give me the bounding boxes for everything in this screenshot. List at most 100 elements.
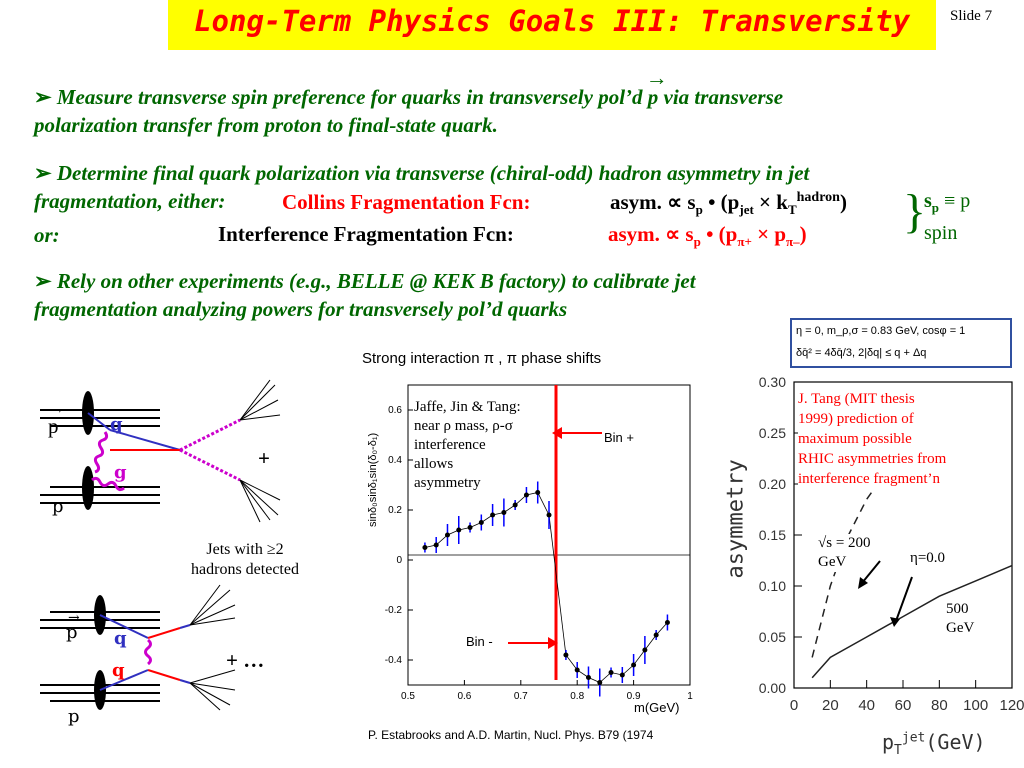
- feynman-diagrams: [40, 379, 281, 711]
- data-point: [478, 520, 484, 525]
- data-point: [619, 672, 625, 678]
- diagram-label-g1: g: [114, 462, 127, 483]
- diagram-label-q4: q: [112, 660, 125, 681]
- data-point: [563, 652, 569, 658]
- middle-plot-ylabel-box: sinδ₀sinδ₁sin(δ₀-δ₁): [364, 400, 382, 530]
- y-tick-label: 0.4: [388, 455, 402, 466]
- y-tick-label: 0.2: [388, 505, 402, 516]
- collins-label: Collins Fragmentation Fcn:: [282, 190, 531, 214]
- data-point: [490, 512, 496, 518]
- data-point: [523, 492, 529, 498]
- right-plot-ylabel: asymmetry: [723, 459, 749, 579]
- x-tick-label: 60: [895, 697, 912, 714]
- gev500-label: 500 GeV: [946, 601, 975, 636]
- sqrt-s-label: √s = 200 GeV: [818, 534, 871, 572]
- data-point: [512, 502, 518, 508]
- bullet-arrow-icon: ➢: [34, 269, 52, 293]
- formula-line-1: η = 0, m_ρ,σ = 0.83 GeV, cosφ = 1: [796, 325, 966, 337]
- tang-note: J. Tang (MIT thesis 1999) prediction of …: [798, 389, 1000, 489]
- diagram-1: [40, 379, 281, 523]
- x-tick-label: 0.7: [514, 691, 528, 702]
- bin-minus-arrow: [508, 642, 550, 644]
- bullet-arrow-icon: ➢: [34, 161, 52, 185]
- x-tick-label: 0: [790, 697, 798, 714]
- data-point: [422, 545, 428, 550]
- diagram-label-p3: p →: [66, 610, 80, 643]
- data-curve: [424, 492, 668, 683]
- diagram-label-q3: q: [114, 628, 127, 649]
- bullet-2-line-2: fragmentation, either:: [34, 189, 226, 213]
- series-500gev-line: [811, 564, 1013, 679]
- jets-caption: Jets with ≥2 hadrons detected: [191, 541, 299, 578]
- data-point: [597, 680, 603, 685]
- bin-plus-label: Bin +: [604, 430, 634, 445]
- x-tick-label: 40: [858, 697, 875, 714]
- data-point: [642, 647, 648, 653]
- p-vector: p →: [645, 65, 668, 109]
- bin-plus-arrow: [558, 432, 602, 434]
- plus-2: + …: [226, 648, 265, 672]
- diagram-label-p2: p: [52, 496, 64, 517]
- formula-box: η = 0, m_ρ,σ = 0.83 GeV, cosφ = 1 δq̄² =…: [790, 318, 1012, 368]
- data-point: [546, 512, 552, 518]
- bin-minus-arrowhead-icon: [548, 637, 558, 649]
- x-tick-label: 0.5: [401, 691, 415, 702]
- data-point: [535, 490, 541, 495]
- data-point: [585, 675, 591, 680]
- x-tick-label: 80: [931, 697, 948, 714]
- data-point: [444, 532, 450, 538]
- middle-plot-xlabel: m(GeV): [634, 700, 680, 715]
- right-plot-arrows: [858, 560, 913, 627]
- x-tick-label: 1: [687, 691, 693, 702]
- diagram-label-p4: p: [68, 706, 80, 727]
- data-point: [574, 667, 580, 673]
- x-tick-label: 20: [822, 697, 839, 714]
- title-box: Long-Term Physics Goals III: Transversit…: [168, 0, 936, 50]
- data-point: [456, 527, 462, 533]
- data-point: [501, 510, 507, 515]
- data-point: [664, 620, 670, 625]
- y-tick-label: 0.15: [759, 527, 786, 543]
- y-tick-label: 0: [396, 555, 402, 566]
- diagram-2: [40, 584, 236, 711]
- plus-1: +: [258, 446, 270, 470]
- jaffe-annotation: Jaffe, Jin & Tang: near ρ mass, ρ-σ inte…: [414, 398, 521, 493]
- x-tick-label: 0.6: [457, 691, 471, 702]
- arrow-head-icon: [858, 577, 868, 589]
- x-tick-label: 120: [999, 697, 1024, 714]
- middle-plot-header: Strong interaction π , π phase shifts: [362, 350, 602, 367]
- interference-formula: asym. ∝ sp • (pπ+ × pπ–): [608, 222, 807, 250]
- y-tick-label: -0.4: [385, 655, 403, 666]
- x-tick-label: 0.8: [570, 691, 584, 702]
- brace-icon: }: [903, 185, 927, 238]
- bullet-1-line-2: polarization transfer from proton to fin…: [34, 113, 498, 137]
- y-tick-label: 0.30: [759, 374, 786, 390]
- bin-plus-arrowhead-icon: [552, 427, 562, 439]
- slide-number: Slide 7: [950, 8, 993, 24]
- arrow-head-icon: [890, 617, 900, 627]
- diagram-label-q1: q: [110, 414, 123, 435]
- x-tick-label: 100: [963, 697, 988, 714]
- bullet-arrow-icon: ➢: [34, 85, 52, 109]
- bin-minus-label: Bin -: [466, 634, 493, 649]
- right-ylabel-box: asymmetry: [716, 420, 756, 580]
- data-point: [608, 670, 614, 675]
- data-point: [433, 542, 439, 548]
- y-tick-label: 0.00: [759, 680, 786, 696]
- y-tick-label: 0.6: [388, 405, 402, 416]
- slide-title: Long-Term Physics Goals III: Transversit…: [194, 4, 910, 38]
- bullet-3-line-2: fragmentation analyzing powers for trans…: [34, 297, 568, 321]
- sp-definition: sp ≡ p: [924, 190, 971, 215]
- citation: P. Estabrooks and A.D. Martin, Nucl. Phy…: [368, 728, 654, 742]
- spin-label: spin: [924, 222, 958, 244]
- bullet-3-line-1: ➢ Rely on other experiments (e.g., BELLE…: [34, 269, 696, 293]
- interference-label: Interference Fragmentation Fcn:: [218, 222, 514, 246]
- right-plot-xlabel: pTjet(GeV): [882, 730, 986, 758]
- middle-plot-frame: [407, 384, 691, 686]
- y-tick-label: 0.05: [759, 629, 786, 645]
- x-tick-label: 0.9: [627, 691, 641, 702]
- bullet-1-line-1: ➢ Measure transverse spin preference for…: [34, 65, 784, 109]
- y-tick-label: 0.10: [759, 578, 786, 594]
- y-tick-label: 0.25: [759, 425, 786, 441]
- middle-plot-ylabel: sinδ₀sinδ₁sin(δ₀-δ₁): [367, 432, 379, 527]
